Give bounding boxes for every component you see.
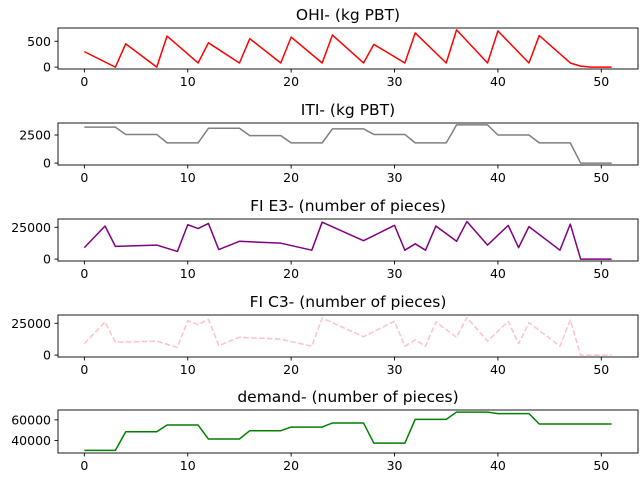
x-tick-label: 0 bbox=[80, 74, 88, 89]
y-tick-label: 60000 bbox=[11, 412, 51, 427]
x-tick-label: 40 bbox=[490, 266, 506, 281]
x-tick-label: 40 bbox=[490, 458, 506, 473]
axes-frame bbox=[57, 218, 639, 262]
y-tick-label: 25000 bbox=[11, 220, 51, 235]
x-tick-label: 0 bbox=[80, 458, 88, 473]
x-tick-label: 20 bbox=[283, 74, 299, 89]
y-tick-label: 0 bbox=[43, 60, 51, 75]
x-tick-label: 40 bbox=[490, 170, 506, 185]
x-tick-label: 30 bbox=[387, 74, 403, 89]
subplot-title: demand- (number of pieces) bbox=[237, 388, 458, 406]
y-tick-label: 40000 bbox=[11, 433, 51, 448]
x-tick-label: 50 bbox=[593, 266, 609, 281]
series-line bbox=[83, 316, 612, 356]
x-tick-label: 50 bbox=[593, 170, 609, 185]
x-tick-label: 0 bbox=[80, 170, 88, 185]
x-tick-label: 10 bbox=[180, 74, 196, 89]
y-tick-label: 500 bbox=[27, 34, 51, 49]
x-tick-label: 0 bbox=[80, 362, 88, 377]
series-line bbox=[83, 220, 612, 260]
axes-frame bbox=[57, 314, 639, 358]
x-tick-label: 50 bbox=[593, 74, 609, 89]
series-line bbox=[84, 124, 612, 164]
x-tick-label: 10 bbox=[180, 458, 196, 473]
x-tick-label: 20 bbox=[283, 170, 299, 185]
x-tick-label: 40 bbox=[490, 74, 506, 89]
x-tick-label: 50 bbox=[593, 458, 609, 473]
subplot-title: FI E3- (number of pieces) bbox=[250, 197, 446, 215]
x-tick-label: 30 bbox=[387, 458, 403, 473]
subplot-title: OHI- (kg PBT) bbox=[296, 6, 400, 24]
y-tick-label: 0 bbox=[43, 252, 51, 267]
y-tick-label: 2500 bbox=[19, 128, 51, 143]
x-tick-label: 0 bbox=[80, 266, 88, 281]
x-tick-label: 20 bbox=[283, 266, 299, 281]
axes-frame bbox=[57, 122, 639, 166]
x-tick-label: 30 bbox=[387, 362, 403, 377]
series-line bbox=[84, 411, 612, 452]
axes-frame bbox=[57, 27, 639, 70]
series-line bbox=[84, 29, 612, 68]
x-tick-label: 10 bbox=[180, 170, 196, 185]
x-tick-label: 40 bbox=[490, 362, 506, 377]
x-tick-label: 50 bbox=[593, 362, 609, 377]
subplot-5: demand- (number of pieces) 0 10 20 30 40 50 400… bbox=[11, 388, 639, 473]
subplot-title: ITI- (kg PBT) bbox=[301, 101, 395, 119]
subplot-3: FI E3- (number of pieces) 0 10 20 30 40 50 0 250… bbox=[11, 197, 639, 281]
subplot-4: FI C3- (number of pieces) 0 10 20 30 40 50 0 250… bbox=[11, 293, 639, 377]
subplot-title: FI C3- (number of pieces) bbox=[250, 293, 447, 311]
subplot-2: ITI- (kg PBT) 0 10 20 30 40 50 0 2500 bbox=[19, 101, 639, 185]
x-tick-label: 10 bbox=[180, 362, 196, 377]
x-tick-label: 20 bbox=[283, 458, 299, 473]
x-tick-label: 10 bbox=[180, 266, 196, 281]
y-tick-label: 25000 bbox=[11, 316, 51, 331]
x-tick-label: 30 bbox=[387, 170, 403, 185]
x-tick-label: 30 bbox=[387, 266, 403, 281]
y-tick-label: 0 bbox=[43, 348, 51, 363]
y-tick-label: 0 bbox=[43, 156, 51, 171]
x-tick-label: 20 bbox=[283, 362, 299, 377]
axes-frame bbox=[57, 409, 639, 454]
